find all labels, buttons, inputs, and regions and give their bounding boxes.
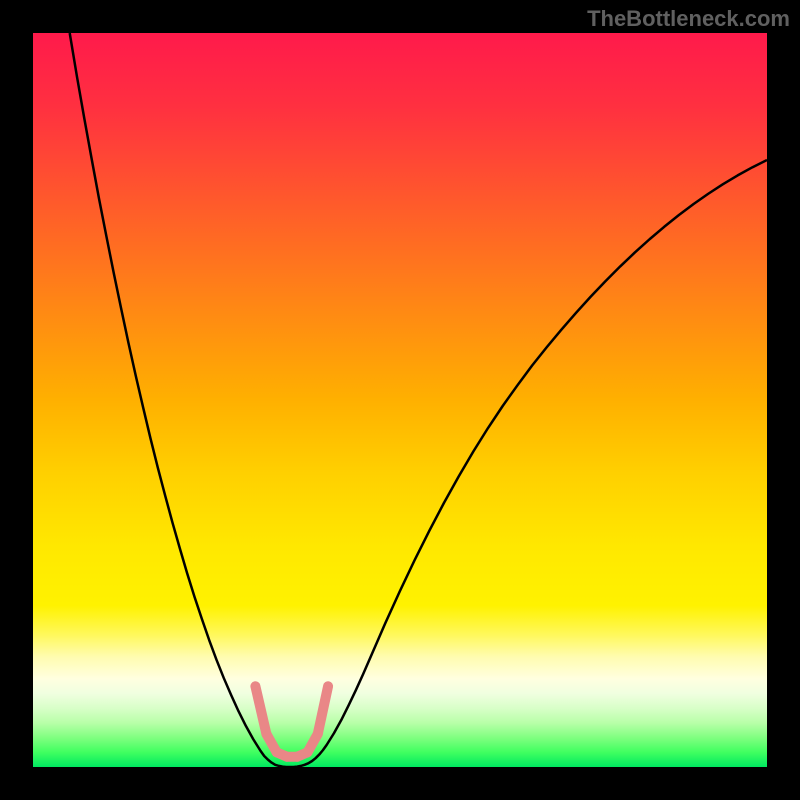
marker-group — [255, 686, 328, 756]
plot-area — [33, 33, 767, 767]
curve-path — [70, 33, 767, 767]
chart-container: { "watermark": { "text": "TheBottleneck.… — [0, 0, 800, 800]
watermark-text: TheBottleneck.com — [587, 6, 790, 32]
chart-svg — [33, 33, 767, 767]
marker-segment — [255, 686, 266, 734]
marker-segment — [318, 686, 328, 734]
